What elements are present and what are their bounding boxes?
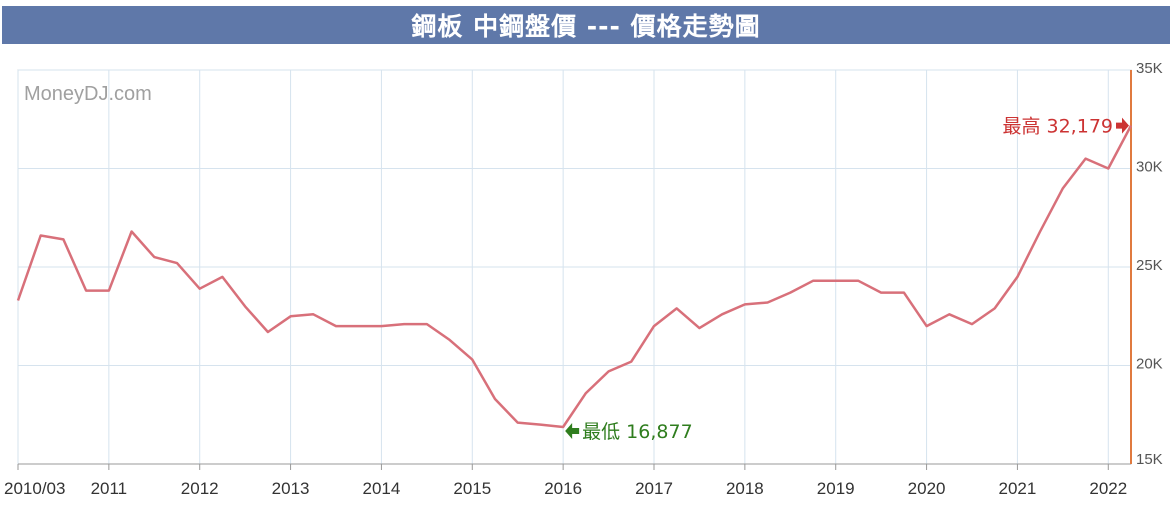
data-point	[152, 255, 156, 259]
data-point	[1084, 157, 1088, 161]
data-point	[561, 425, 565, 429]
y-tick-label: 30K	[1136, 159, 1163, 176]
series-layer	[16, 124, 1133, 429]
data-point	[425, 322, 429, 326]
x-tick-label: 2011	[91, 479, 128, 498]
data-point	[811, 279, 815, 283]
data-point	[311, 312, 315, 316]
data-point	[175, 261, 179, 265]
y-tick-label: 35K	[1136, 60, 1163, 77]
data-point	[130, 230, 134, 234]
data-point	[402, 322, 406, 326]
data-point	[947, 312, 951, 316]
data-point	[970, 322, 974, 326]
data-point	[720, 312, 724, 316]
data-point	[697, 326, 701, 330]
x-tick-label: 2013	[272, 479, 310, 498]
max-price-label: 最高 32,179	[1002, 116, 1113, 138]
data-point	[266, 330, 270, 334]
data-point	[538, 423, 542, 427]
data-point	[902, 291, 906, 295]
data-point	[220, 275, 224, 279]
data-point	[629, 360, 633, 364]
data-point	[788, 291, 792, 295]
x-tick-label: 2020	[908, 479, 946, 498]
data-point	[448, 338, 452, 342]
data-point	[925, 324, 929, 328]
data-point	[675, 306, 679, 310]
data-point	[39, 233, 43, 237]
annotation-layer: 最高 32,179 最低 16,877	[565, 116, 1129, 443]
y-tick-label: 20K	[1136, 356, 1163, 373]
x-tick-label: 2022	[1089, 479, 1127, 498]
price-series-line	[16, 125, 1133, 429]
x-tick-label: 2017	[635, 479, 673, 498]
x-tick-label: 2018	[726, 479, 764, 498]
data-point	[379, 324, 383, 328]
x-tick-label: 2016	[544, 479, 582, 498]
data-point	[1061, 186, 1065, 190]
data-point	[993, 306, 997, 310]
min-arrow-icon	[565, 423, 580, 440]
y-tick-label: 25K	[1136, 257, 1163, 274]
data-point	[357, 324, 361, 328]
grid-layer	[17, 69, 1132, 465]
chart-title: 鋼板 中鋼盤價 --- 價格走勢圖	[411, 12, 761, 41]
x-tick-label: 2015	[453, 479, 491, 498]
data-point	[289, 314, 293, 318]
data-point	[16, 298, 20, 302]
x-tick-label: 2019	[817, 479, 855, 498]
data-point	[61, 237, 65, 241]
max-arrow-icon	[1116, 117, 1129, 134]
data-point	[1129, 124, 1133, 128]
data-point	[1038, 230, 1042, 234]
data-point	[879, 291, 883, 295]
data-point	[334, 324, 338, 328]
data-point	[584, 391, 588, 395]
data-point	[493, 397, 497, 401]
data-point	[856, 279, 860, 283]
data-point	[607, 369, 611, 373]
watermark-text: MoneyDJ.com	[24, 83, 152, 105]
x-tick-label: 2014	[363, 479, 401, 498]
data-point	[1106, 167, 1110, 171]
data-point	[243, 304, 247, 308]
data-point	[198, 287, 202, 291]
x-tick-label: 2010/03	[4, 479, 65, 498]
axis-layer: 15K 20K 25K 30K 35K 2010/03 2011 2012 2013 2014 20…	[4, 60, 1163, 498]
data-point	[834, 279, 838, 283]
y-tick-label: 15K	[1136, 451, 1163, 468]
data-point	[84, 289, 88, 293]
data-point	[766, 300, 770, 304]
chart-title-bar: 鋼板 中鋼盤價 --- 價格走勢圖	[2, 6, 1170, 44]
data-point	[743, 302, 747, 306]
data-point	[1015, 275, 1019, 279]
data-point	[652, 324, 656, 328]
data-point	[107, 289, 111, 293]
x-tick-label: 2021	[999, 479, 1037, 498]
data-point	[470, 358, 474, 362]
min-price-label: 最低 16,877	[582, 421, 693, 443]
x-tick-label: 2012	[181, 479, 219, 498]
data-point	[516, 421, 520, 425]
